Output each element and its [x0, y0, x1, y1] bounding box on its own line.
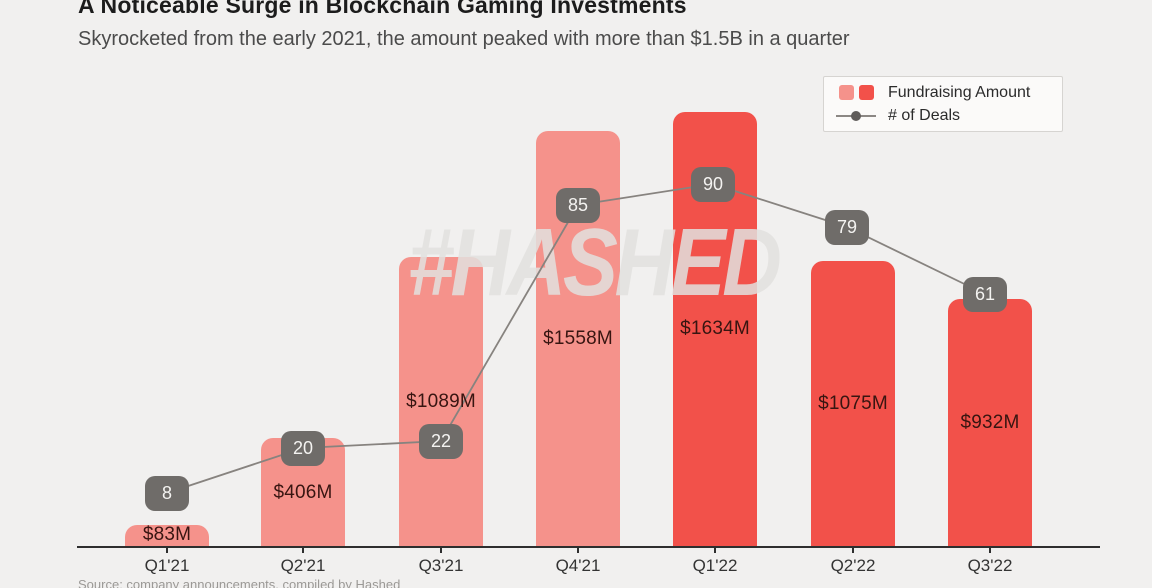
bar-q3-21 — [399, 257, 483, 547]
legend-label-fundraising: Fundraising Amount — [888, 83, 1031, 101]
deals-badge-q2-22: 79 — [825, 210, 869, 245]
x-label-q4-21: Q4'21 — [555, 556, 601, 575]
chart-title: A Noticeable Surge in Blockchain Gaming … — [78, 0, 687, 18]
bar-value-q3-21: $1089M — [406, 391, 476, 412]
bar-value-q1-21: $83M — [142, 524, 192, 545]
x-label-q3-22: Q3'22 — [967, 556, 1013, 575]
bar-value-q3-22: $932M — [960, 412, 1020, 433]
x-label-q2-21: Q2'21 — [280, 556, 326, 575]
legend-label-deals: # of Deals — [888, 106, 961, 124]
deals-badge-q2-21: 20 — [281, 431, 325, 466]
bar-swatch-2022-icon — [858, 85, 874, 100]
x-label-q1-21: Q1'21 — [144, 556, 190, 575]
legend: Fundraising Amount # of Deals — [823, 76, 1063, 132]
deals-badge-q4-21: 85 — [556, 188, 600, 223]
bar-q2-22 — [811, 261, 895, 547]
source-footnote: Source: company announcements, compiled … — [78, 577, 401, 588]
bar-value-q2-21: $406M — [273, 482, 333, 503]
deals-badge-q3-21: 22 — [419, 424, 463, 459]
bar-swatch-2021-icon — [838, 85, 854, 100]
fundraising-swatches — [836, 85, 876, 100]
bar-value-q2-22: $1075M — [818, 393, 888, 414]
bar-value-q1-22: $1634M — [680, 318, 750, 339]
x-label-q3-21: Q3'21 — [418, 556, 464, 575]
deals-badge-q1-22: 90 — [691, 167, 735, 202]
line-marker-icon — [836, 108, 876, 123]
deals-badge-q1-21: 8 — [145, 476, 189, 511]
legend-item-deals: # of Deals — [836, 107, 1050, 125]
x-axis — [77, 546, 1100, 548]
x-label-q2-22: Q2'22 — [830, 556, 876, 575]
legend-item-fundraising: Fundraising Amount — [836, 84, 1050, 102]
bar-q1-21 — [125, 525, 209, 547]
x-label-q1-22: Q1'22 — [692, 556, 738, 575]
deals-badge-q3-22: 61 — [963, 277, 1007, 312]
bar-q3-22 — [948, 299, 1032, 547]
chart-subtitle: Skyrocketed from the early 2021, the amo… — [78, 28, 850, 50]
bar-value-q4-21: $1558M — [543, 328, 613, 349]
hashed-watermark: #HASHED — [408, 209, 782, 316]
